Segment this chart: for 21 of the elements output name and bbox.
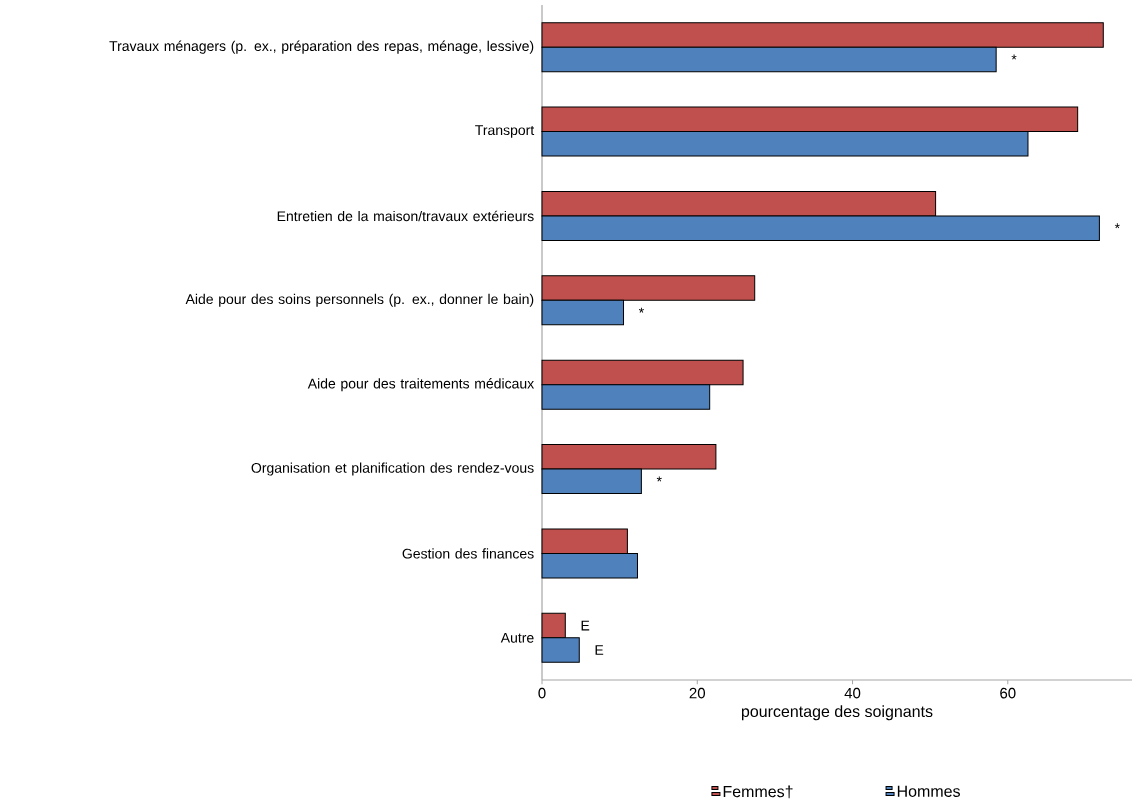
annotation: * <box>656 476 662 482</box>
annotation: * <box>638 307 644 313</box>
x-tick-label: 0 <box>538 687 546 699</box>
y-tick-label: Aide pour des traitements médicaux <box>307 378 535 392</box>
y-tick-label: Aide pour des soins personnels (p. ex., donner le bain) <box>185 293 534 307</box>
y-tick-label: Travaux ménagers (p. ex., préparation des repas, ménage, lessive) <box>109 40 534 54</box>
x-tick-label: 60 <box>1000 687 1016 699</box>
y-tick-label: Transport <box>475 125 535 138</box>
x-axis-title: pourcentage des soignants <box>741 705 933 721</box>
y-tick-label: Organisation et planification des rendez-vous <box>251 462 534 476</box>
x-tick-label: 20 <box>689 687 706 699</box>
x-tick-label: 40 <box>844 687 861 699</box>
y-tick-label: Autre <box>500 632 534 643</box>
y-tick-label: Gestion des finances <box>402 548 534 559</box>
legend-label: Hommes <box>897 785 960 797</box>
annotation: E <box>581 620 590 631</box>
annotation: * <box>1114 223 1120 229</box>
annotation: E <box>595 645 604 655</box>
legend-label: Femmes† <box>723 785 793 799</box>
annotation: * <box>1011 54 1017 60</box>
y-tick-label: Entretien de la maison/travaux extérieurs <box>277 210 534 222</box>
